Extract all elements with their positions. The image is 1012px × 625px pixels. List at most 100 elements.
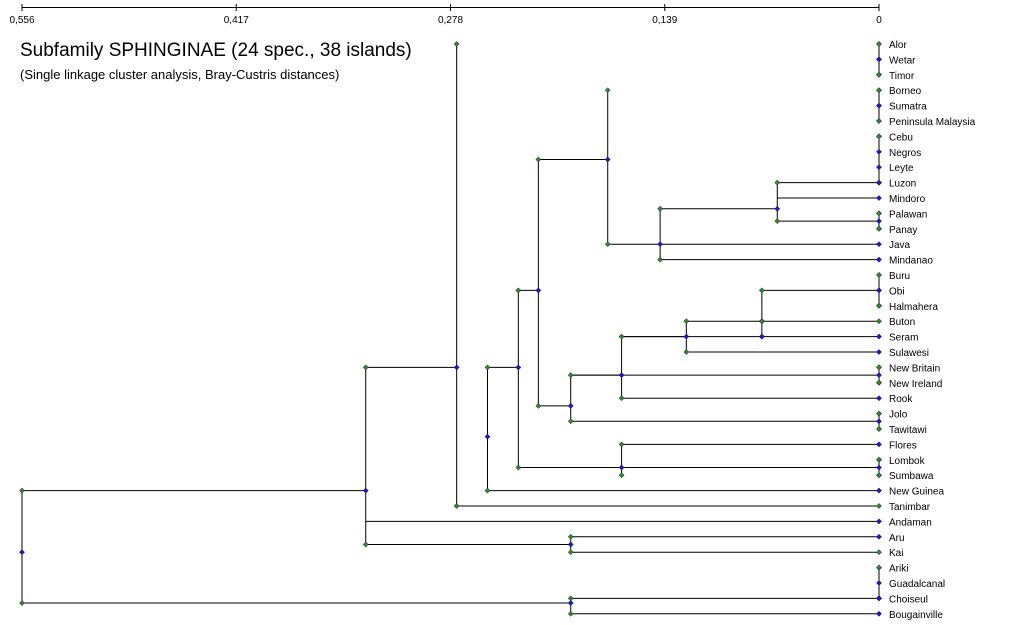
bracket-end-node	[567, 533, 574, 540]
cluster-node	[876, 218, 882, 224]
cluster-node	[876, 102, 882, 109]
axis-tick-label: 0	[876, 15, 882, 26]
bracket-end-node	[876, 118, 882, 124]
bracket-end-node	[515, 287, 522, 294]
leaf-node	[876, 610, 882, 617]
bracket-end-node	[876, 302, 882, 309]
leaf-label: Cebu	[889, 132, 913, 143]
bracket-end-node	[567, 418, 574, 425]
leaf-label: Leyte	[889, 163, 914, 174]
bracket-end-node	[876, 87, 882, 94]
axis-tick-label: 0,556	[9, 15, 34, 26]
bracket-end-node	[876, 272, 882, 278]
cluster-node	[453, 364, 460, 371]
leaf-node	[876, 518, 882, 525]
cluster-node	[535, 287, 542, 294]
bracket-end-node	[618, 395, 625, 402]
cluster-node	[19, 549, 25, 556]
axis-tick-label: 0,139	[652, 15, 677, 26]
leaf-node	[876, 164, 882, 171]
bracket-end-node	[876, 210, 882, 217]
bracket-end-node	[758, 318, 765, 325]
leaf-node	[876, 148, 882, 155]
leaf-node	[876, 533, 882, 540]
leaf-label: New Guinea	[889, 487, 944, 498]
leaf-label: Flores	[889, 440, 917, 451]
leaf-label: Seram	[889, 333, 918, 344]
leaf-label: Palawan	[889, 209, 927, 220]
leaf-label: Wetar	[889, 55, 916, 66]
leaf-label: Mindanao	[889, 256, 933, 267]
cluster-node	[876, 595, 882, 602]
leaf-node	[876, 395, 882, 402]
bracket-end-node	[876, 41, 882, 47]
leaf-node	[876, 549, 882, 556]
cluster-node	[683, 333, 690, 340]
leaf-label: Buru	[889, 271, 910, 282]
leaf-node	[876, 318, 882, 325]
bracket-end-node	[604, 241, 611, 248]
bracket-end-node	[876, 426, 882, 432]
leaf-label: Borneo	[889, 86, 922, 97]
leaf-label: Bougainville	[889, 610, 943, 621]
bracket-end-node	[876, 456, 882, 463]
leaf-label: Kai	[889, 548, 903, 559]
bracket-end-node	[484, 487, 491, 494]
bracket-end-node	[758, 287, 765, 294]
bracket-end-node	[876, 364, 882, 371]
leaf-node	[876, 349, 882, 355]
bracket-end-node	[618, 333, 625, 340]
leaf-label: Guadalcanal	[889, 579, 945, 590]
cluster-node	[567, 541, 574, 548]
bracket-end-node	[19, 600, 25, 606]
bracket-end-node	[362, 541, 369, 548]
cluster-node	[604, 156, 611, 163]
leaf-label: New Ireland	[889, 379, 942, 390]
cluster-node	[876, 372, 882, 378]
bracket-end-node	[453, 503, 460, 509]
cluster-node	[618, 464, 625, 471]
cluster-node	[484, 433, 491, 440]
bracket-end-node	[535, 403, 542, 409]
cluster-node	[657, 241, 664, 248]
cluster-node	[876, 287, 882, 294]
cluster-node	[515, 364, 522, 371]
bracket-end-node	[453, 41, 460, 47]
cluster-node	[876, 179, 882, 186]
leaf-label: Obi	[889, 286, 905, 297]
bracket-end-node	[876, 472, 882, 479]
bracket-end-node	[876, 71, 882, 78]
bracket-end-node	[362, 364, 369, 371]
axis-tick-label: 0,417	[224, 15, 249, 26]
cluster-node	[876, 418, 882, 425]
bracket-end-node	[876, 564, 882, 571]
bracket-end-node	[567, 372, 574, 378]
bracket-end-node	[484, 364, 491, 371]
leaf-node	[876, 333, 882, 340]
leaf-node	[876, 580, 882, 586]
bracket-end-node	[683, 349, 690, 355]
leaf-label: Sumbawa	[889, 471, 934, 482]
leaf-label: Peninsula Malaysia	[889, 117, 976, 128]
leaf-label: Andaman	[889, 517, 932, 528]
bracket-end-node	[618, 441, 625, 448]
leaf-label: Lombok	[889, 456, 926, 467]
bracket-end-node	[876, 225, 882, 232]
leaf-node	[876, 503, 882, 509]
cluster-node	[362, 487, 369, 494]
bracket-end-node	[683, 318, 690, 325]
leaf-node	[876, 256, 882, 263]
bracket-end-node	[774, 179, 781, 186]
leaf-node	[876, 441, 882, 448]
bracket-end-node	[657, 256, 664, 263]
leaf-node	[876, 241, 882, 248]
leaf-node	[876, 195, 882, 201]
leaf-label: New Britain	[889, 363, 940, 374]
bracket-end-node	[535, 156, 542, 163]
cluster-node	[567, 600, 574, 606]
leaf-label: Jolo	[889, 410, 908, 421]
leaf-label: Tanimbar	[889, 502, 931, 513]
leaf-node	[876, 487, 882, 494]
